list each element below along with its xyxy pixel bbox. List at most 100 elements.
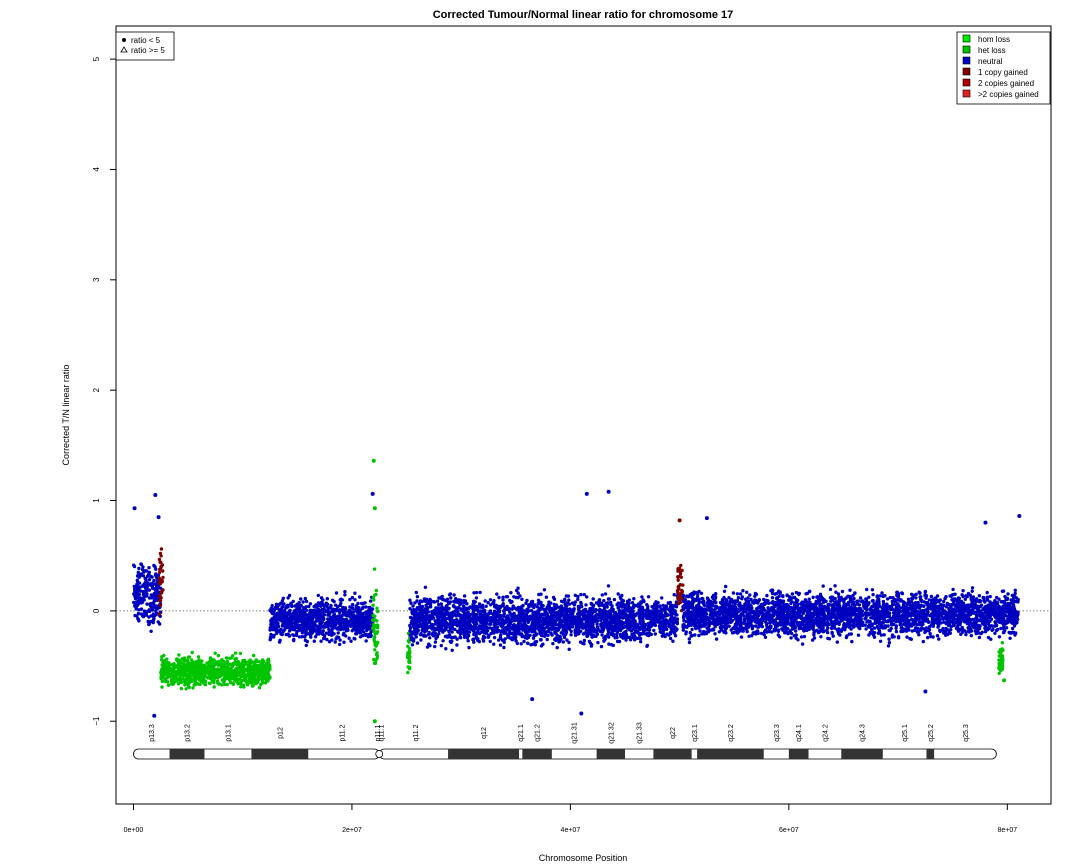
data-point [273, 626, 277, 630]
data-point [144, 611, 148, 616]
data-point [341, 624, 345, 629]
data-point [226, 671, 230, 675]
data-point [214, 671, 218, 676]
data-point [616, 601, 620, 605]
data-point [517, 624, 521, 628]
data-point [158, 567, 162, 572]
data-point [278, 638, 282, 642]
data-point [407, 667, 412, 671]
data-point [371, 603, 375, 607]
data-point [266, 675, 270, 679]
data-point [579, 592, 583, 597]
data-point [415, 641, 420, 645]
data-point [159, 670, 163, 675]
data-point [293, 620, 298, 625]
data-point [160, 591, 164, 595]
data-point [647, 633, 651, 638]
data-point [494, 613, 499, 617]
data-point [346, 628, 350, 632]
data-point [208, 661, 212, 665]
data-point [358, 595, 362, 599]
data-point [567, 618, 571, 622]
data-point [428, 636, 432, 640]
data-point [675, 627, 679, 631]
data-point [677, 566, 682, 570]
data-point [516, 627, 520, 632]
data-point [532, 633, 536, 638]
data-point [488, 598, 493, 602]
data-point [652, 621, 656, 625]
data-point [573, 593, 577, 597]
data-point [161, 588, 165, 592]
data-point [343, 593, 347, 597]
data-point [489, 620, 493, 624]
data-point [562, 635, 567, 640]
data-point [505, 607, 510, 612]
data-point [527, 604, 531, 608]
data-point [563, 623, 567, 627]
data-point [638, 625, 642, 629]
data-point [280, 632, 284, 637]
data-point [316, 616, 321, 620]
data-point [453, 627, 457, 632]
data-point [302, 622, 306, 626]
data-point [577, 623, 581, 627]
data-point [441, 621, 445, 625]
data-point [408, 598, 412, 602]
data-point [624, 629, 628, 634]
data-point [434, 610, 438, 614]
data-point [280, 605, 284, 610]
data-point [497, 605, 501, 609]
data-point [287, 609, 292, 614]
data-point [135, 582, 139, 586]
data-point [138, 598, 143, 602]
data-point [287, 593, 292, 598]
data-point [242, 685, 246, 689]
data-point [666, 601, 670, 605]
data-point [254, 658, 258, 662]
data-point [203, 674, 207, 678]
data-point [512, 633, 517, 637]
data-point [149, 593, 153, 597]
data-point [424, 628, 428, 633]
data-point [459, 625, 464, 630]
data-point [540, 628, 544, 632]
data-point [296, 607, 301, 611]
data-point [275, 614, 279, 618]
data-point [366, 621, 370, 625]
data-point [255, 665, 260, 670]
data-point [323, 624, 327, 629]
data-point [538, 616, 542, 620]
data-point [203, 683, 208, 687]
data-point [300, 631, 304, 635]
data-point [247, 677, 252, 681]
data-point [343, 590, 347, 594]
data-point [411, 604, 415, 608]
data-point [472, 616, 476, 621]
data-point [581, 632, 586, 636]
data-point [482, 613, 487, 618]
data-point [166, 675, 170, 680]
data-point [654, 603, 659, 607]
data-point [589, 601, 593, 606]
data-point [150, 586, 155, 590]
data-point [539, 592, 543, 596]
data-point [136, 595, 140, 599]
data-point [492, 642, 496, 646]
data-point [139, 601, 143, 605]
data-point [277, 603, 281, 607]
data-point [533, 617, 537, 621]
data-point [181, 673, 186, 678]
data-point [636, 603, 640, 607]
data-point [149, 629, 153, 633]
data-point [677, 593, 681, 598]
data-point [162, 668, 166, 672]
y-axis-label: Corrected T/N linear ratio [61, 365, 71, 466]
data-point [439, 643, 443, 648]
data-point [286, 632, 290, 636]
data-point [436, 615, 440, 619]
data-point [409, 601, 413, 605]
data-point [462, 613, 466, 617]
data-point [506, 635, 510, 639]
